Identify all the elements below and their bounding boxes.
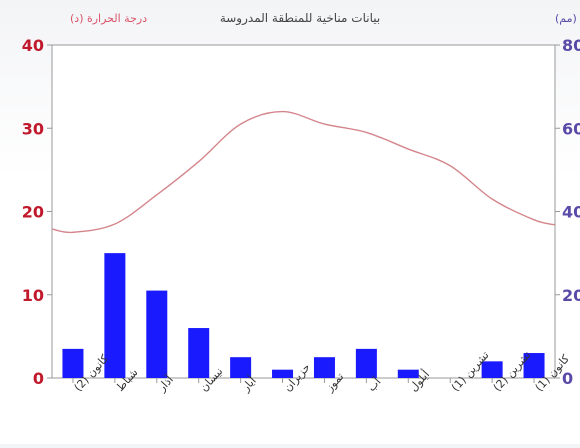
precipitation-bar bbox=[523, 353, 545, 378]
left-tick-label: 30 bbox=[22, 119, 44, 138]
right-tick-label: 20 bbox=[562, 286, 580, 305]
temperature-line-layer bbox=[51, 110, 556, 234]
left-tick-label: 40 bbox=[22, 36, 44, 55]
right-axis-title: كمية الهطل (مم) bbox=[555, 12, 580, 25]
left-tick-label: 20 bbox=[22, 203, 44, 222]
right-tick-label: 0 bbox=[562, 369, 573, 388]
precipitation-bar bbox=[146, 290, 168, 378]
precipitation-bar bbox=[104, 253, 126, 378]
left-axis: 0 10 20 30 40 bbox=[22, 36, 52, 388]
precipitation-bar bbox=[230, 357, 252, 378]
left-axis-title: درجة الحرارة (د) bbox=[70, 12, 147, 25]
left-tick-label: 0 bbox=[33, 369, 44, 388]
plot-frame bbox=[51, 44, 556, 379]
precipitation-bar bbox=[481, 361, 503, 378]
left-tick-label: 10 bbox=[22, 286, 44, 305]
right-axis: 0 20 40 60 80 bbox=[555, 36, 580, 388]
right-tick-label: 40 bbox=[562, 203, 580, 222]
precipitation-bar bbox=[397, 369, 419, 378]
precipitation-bar bbox=[272, 369, 294, 378]
temperature-line bbox=[51, 110, 556, 234]
right-tick-label: 60 bbox=[562, 119, 580, 138]
precipitation-bar bbox=[62, 348, 84, 378]
precipitation-bar bbox=[355, 348, 377, 378]
precipitation-bars bbox=[62, 253, 545, 378]
precipitation-bar bbox=[313, 357, 335, 378]
chart-title: بيانات مناخية للمنطقة المدروسة bbox=[220, 11, 380, 26]
precipitation-bar bbox=[188, 328, 210, 378]
right-tick-label: 80 bbox=[562, 36, 580, 55]
